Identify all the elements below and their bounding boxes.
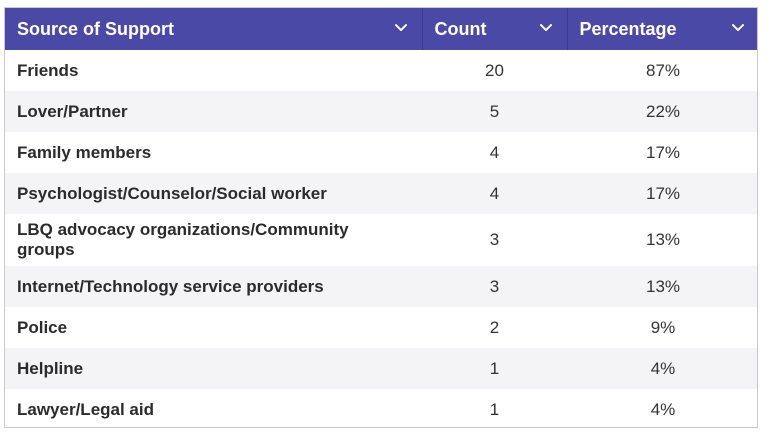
table-row: Internet/Technology service providers 3 … — [5, 266, 757, 307]
chevron-down-icon[interactable] — [731, 21, 745, 35]
chevron-down-icon[interactable] — [539, 21, 553, 35]
table-row: Lover/Partner 5 22% — [5, 91, 757, 132]
source-cell: Helpline — [17, 358, 84, 378]
chevron-down-icon[interactable] — [394, 21, 408, 35]
percentage-cell: 17% — [645, 183, 681, 203]
source-cell: Lawyer/Legal aid — [17, 399, 154, 419]
count-cell: 1 — [489, 358, 500, 378]
count-cell: 4 — [489, 183, 500, 203]
count-cell: 3 — [489, 276, 500, 296]
count-cell: 3 — [489, 230, 500, 249]
column-header-count[interactable]: Count — [422, 8, 568, 50]
column-header-label: Count — [434, 18, 487, 39]
percentage-cell: 22% — [645, 101, 681, 121]
table-row: Friends 20 87% — [5, 50, 757, 91]
percentage-cell: 17% — [645, 142, 681, 162]
count-cell: 2 — [489, 317, 500, 337]
count-cell: 1 — [489, 399, 500, 419]
percentage-cell: 4% — [650, 358, 676, 378]
source-cell: Psychologist/Counselor/Social worker — [17, 183, 327, 203]
count-cell: 20 — [485, 60, 504, 80]
percentage-cell: 13% — [645, 230, 681, 249]
support-table: Source of Support Count Percentage Frien… — [5, 8, 757, 427]
table-row: Psychologist/Counselor/Social worker 4 1… — [5, 173, 757, 214]
table-row: Helpline 1 4% — [5, 348, 757, 389]
percentage-cell: 87% — [645, 60, 681, 80]
column-header-source[interactable]: Source of Support — [5, 8, 423, 50]
source-cell: Family members — [17, 142, 152, 162]
source-cell: Police — [17, 317, 68, 337]
table-body: Friends 20 87% Lover/Partner 5 22% Famil… — [5, 50, 757, 427]
table-row: Police 2 9% — [5, 307, 757, 348]
count-cell: 5 — [489, 101, 500, 121]
percentage-cell: 9% — [650, 317, 676, 337]
source-cell: Internet/Technology service providers — [17, 276, 324, 296]
column-header-label: Percentage — [579, 18, 677, 39]
source-cell: Lover/Partner — [17, 101, 128, 121]
percentage-cell: 13% — [645, 276, 681, 296]
column-header-percentage[interactable]: Percentage — [567, 8, 757, 50]
table-row: Family members 4 17% — [5, 132, 757, 173]
source-cell: LBQ advocacy organizations/Community gro… — [17, 220, 349, 259]
table-header: Source of Support Count Percentage — [5, 8, 757, 50]
percentage-cell: 4% — [650, 399, 676, 419]
support-table-container: Source of Support Count Percentage Frien… — [4, 7, 758, 428]
column-header-label: Source of Support — [17, 18, 174, 39]
table-row: Lawyer/Legal aid 1 4% — [5, 389, 757, 427]
source-cell: Friends — [17, 60, 79, 80]
count-cell: 4 — [489, 142, 500, 162]
table-row: LBQ advocacy organizations/Community gro… — [5, 214, 757, 266]
header-row: Source of Support Count Percentage — [5, 8, 757, 50]
